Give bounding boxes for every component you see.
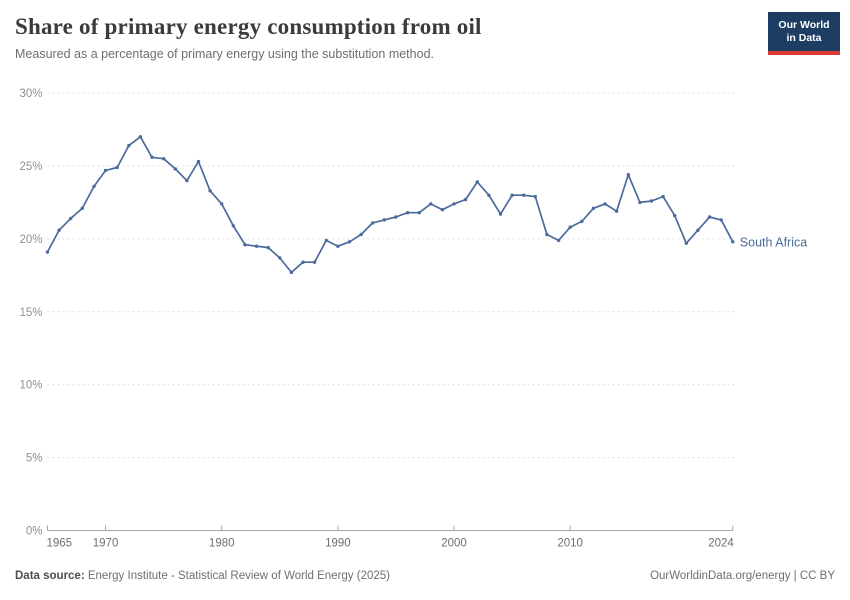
data-point-2013 <box>603 202 607 206</box>
data-point-2017 <box>649 199 654 203</box>
data-point-1980 <box>220 202 224 206</box>
data-point-1993 <box>371 221 375 225</box>
data-point-2004 <box>498 212 503 216</box>
data-point-2010 <box>568 225 572 229</box>
data-point-1971 <box>115 165 119 170</box>
data-point-2022 <box>707 215 712 219</box>
data-point-1969 <box>92 184 96 189</box>
chart-title: Share of primary energy consumption from… <box>15 14 482 39</box>
owid-credit-link[interactable]: OurWorldinData.org/energy | CC BY <box>650 570 835 582</box>
data-point-1979 <box>208 189 212 193</box>
data-point-2012 <box>591 206 596 210</box>
x-tick-label-1970: 1970 <box>93 538 119 550</box>
data-point-1990 <box>336 244 340 248</box>
data-point-2005 <box>510 193 514 197</box>
data-point-1998 <box>429 202 433 206</box>
data-point-1985 <box>278 256 282 260</box>
data-point-2016 <box>638 200 642 205</box>
data-point-1976 <box>173 167 177 171</box>
data-point-1988 <box>312 260 317 264</box>
x-tick-label-1990: 1990 <box>325 538 351 550</box>
data-point-1968 <box>80 206 85 210</box>
y-tick-label-0: 0% <box>26 526 43 538</box>
data-point-2002 <box>475 180 479 184</box>
data-point-1992 <box>359 232 363 237</box>
data-point-2006 <box>522 193 526 197</box>
data-point-1989 <box>324 238 328 243</box>
x-tick-label-2024: 2024 <box>708 538 734 550</box>
data-point-1994 <box>382 218 386 222</box>
data-point-2003 <box>487 193 491 197</box>
data-point-1973 <box>138 135 143 139</box>
data-point-1984 <box>266 245 270 250</box>
owid-logo-line2: in Data <box>786 31 822 44</box>
data-point-2014 <box>614 209 619 213</box>
owid-logo: Our World in Data <box>768 12 840 55</box>
data-point-1966 <box>57 228 61 232</box>
data-point-2015 <box>626 173 630 177</box>
data-point-1978 <box>196 159 201 164</box>
y-tick-label-10: 10% <box>19 380 42 392</box>
data-point-2019 <box>673 213 677 218</box>
x-tick-label-2010: 2010 <box>557 538 583 550</box>
data-point-2008 <box>545 232 549 237</box>
owid-logo-line1: Our World <box>778 18 830 31</box>
data-point-1974 <box>150 155 154 159</box>
data-point-1975 <box>162 157 166 161</box>
data-point-1997 <box>417 211 421 215</box>
series-line-south-africa <box>46 135 734 274</box>
x-tick-label-1965: 1965 <box>47 538 73 550</box>
data-point-2018 <box>661 194 665 199</box>
x-tick-label-2000: 2000 <box>441 538 467 550</box>
entity-label-south-africa[interactable]: South Africa <box>740 235 807 249</box>
chart-footer: Data source: Energy Institute - Statisti… <box>15 570 835 582</box>
data-point-2001 <box>463 197 468 202</box>
data-point-1965 <box>45 250 50 254</box>
y-tick-label-5: 5% <box>26 453 43 465</box>
data-point-1972 <box>127 143 131 148</box>
data-point-2009 <box>556 238 561 243</box>
data-point-1981 <box>231 224 235 228</box>
data-source-label: Data source: <box>15 570 85 582</box>
data-source-text: Energy Institute - Statistical Review of… <box>84 570 390 582</box>
data-source-note: Data source: Energy Institute - Statisti… <box>15 570 390 582</box>
chart-subtitle: Measured as a percentage of primary ener… <box>15 47 434 61</box>
data-point-2011 <box>580 219 584 224</box>
data-point-1967 <box>69 216 73 221</box>
data-point-2021 <box>696 228 700 232</box>
data-point-2024 <box>731 240 735 244</box>
data-point-1977 <box>185 178 189 183</box>
data-point-2007 <box>533 194 537 199</box>
x-tick-label-1980: 1980 <box>209 538 235 550</box>
y-tick-label-20: 20% <box>19 234 42 246</box>
data-point-1987 <box>301 260 305 264</box>
data-point-1982 <box>243 243 247 247</box>
data-point-2020 <box>684 241 688 245</box>
data-point-2000 <box>452 202 456 206</box>
y-tick-label-25: 25% <box>19 161 42 173</box>
data-point-1986 <box>289 270 294 275</box>
data-point-2023 <box>719 218 723 222</box>
chart-header: Share of primary energy consumption from… <box>15 14 760 61</box>
data-point-1991 <box>347 240 352 244</box>
data-point-1970 <box>103 168 108 173</box>
data-point-1999 <box>440 208 445 212</box>
y-tick-label-30: 30% <box>19 88 42 100</box>
data-point-1996 <box>405 211 410 215</box>
data-point-1995 <box>394 215 398 219</box>
data-point-1983 <box>254 244 259 248</box>
y-tick-label-15: 15% <box>19 307 42 319</box>
